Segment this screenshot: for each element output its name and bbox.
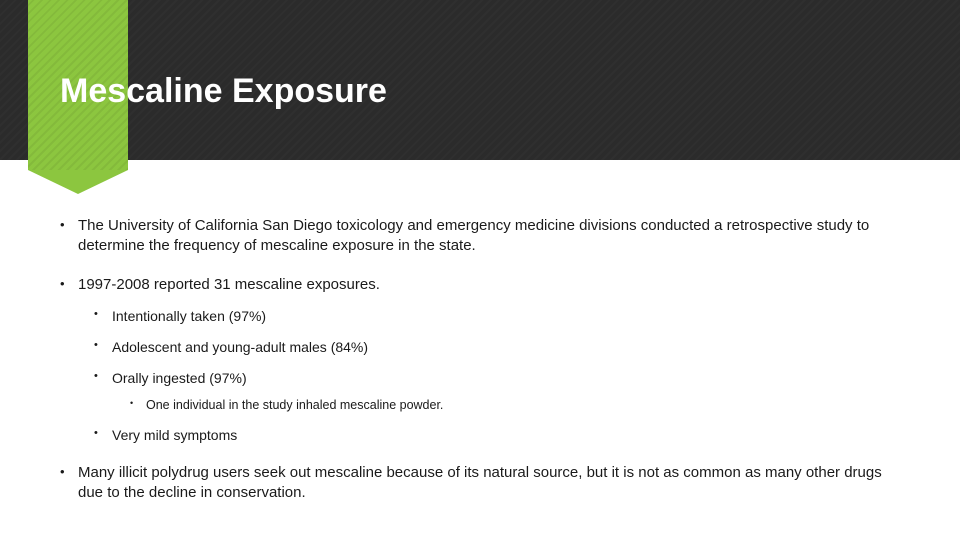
bullet-item: Many illicit polydrug users seek out mes… — [56, 463, 904, 504]
bullet-subitem: Very mild symptoms — [78, 426, 904, 445]
bullet-text: Adolescent and young-adult males (84%) — [112, 339, 368, 355]
header-banner: Mescaline Exposure — [0, 0, 960, 160]
bullet-text: Many illicit polydrug users seek out mes… — [78, 464, 882, 501]
bullet-subsublist: One individual in the study inhaled mesc… — [112, 397, 904, 414]
bullet-item: 1997-2008 reported 31 mescaline exposure… — [56, 275, 904, 446]
slide-title: Mescaline Exposure — [60, 72, 387, 111]
slide-content: The University of California San Diego t… — [0, 160, 960, 504]
bullet-subitem: Adolescent and young-adult males (84%) — [78, 338, 904, 357]
bullet-text: Very mild symptoms — [112, 427, 237, 443]
bullet-text: One individual in the study inhaled mesc… — [146, 398, 443, 412]
bullet-list: The University of California San Diego t… — [56, 216, 904, 504]
bullet-item: The University of California San Diego t… — [56, 216, 904, 257]
bullet-text: 1997-2008 reported 31 mescaline exposure… — [78, 276, 380, 293]
bullet-subitem: Orally ingested (97%) One individual in … — [78, 369, 904, 415]
bullet-subitem: Intentionally taken (97%) — [78, 307, 904, 326]
bullet-text: Intentionally taken (97%) — [112, 308, 266, 324]
bullet-text: Orally ingested (97%) — [112, 370, 247, 386]
bullet-sublist: Intentionally taken (97%) Adolescent and… — [78, 307, 904, 445]
bullet-subsubitem: One individual in the study inhaled mesc… — [112, 397, 904, 414]
bullet-text: The University of California San Diego t… — [78, 217, 869, 254]
